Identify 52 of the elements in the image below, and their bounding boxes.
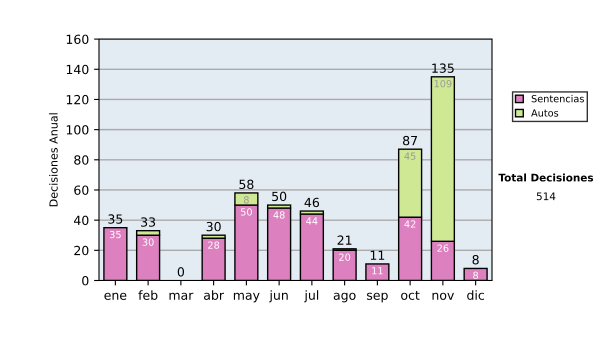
data-label: 11	[372, 267, 383, 274]
legend-label: Sentencias	[532, 94, 584, 102]
x-tick-label: feb	[138, 290, 158, 300]
total-label: 11	[370, 250, 384, 260]
legend-label: Autos	[531, 109, 558, 117]
total-label: 87	[403, 136, 418, 146]
x-tick-label: oct	[401, 290, 420, 300]
data-label: 30	[142, 238, 154, 246]
x-tick-label: jul	[304, 290, 318, 302]
data-label: 26	[437, 244, 448, 252]
data-label: 8	[244, 196, 249, 204]
y-tick-label: 20	[74, 246, 88, 256]
y-tick-label: 60	[74, 185, 88, 195]
data-label: 20	[339, 254, 350, 261]
data-label: 35	[110, 230, 121, 238]
data-label: 109	[434, 80, 452, 88]
x-tick-label: ago	[334, 292, 356, 302]
data-label: 28	[208, 241, 220, 249]
total-label: 58	[239, 180, 254, 190]
data-label: 44	[306, 217, 318, 225]
total-label: 35	[108, 214, 122, 224]
total-label: 33	[141, 217, 156, 227]
x-tick-label: jun	[269, 290, 288, 302]
data-label: 42	[404, 220, 416, 228]
x-tick-label: dic	[467, 290, 484, 300]
y-axis-title: Decisiones Anual	[49, 113, 58, 206]
text: 514	[536, 192, 556, 200]
y-tick-label: 0	[82, 276, 88, 286]
y-tick-label: 100	[66, 125, 88, 135]
x-tick-label: nov	[432, 292, 454, 300]
y-tick-label: 120	[66, 94, 88, 104]
total-label: 8	[472, 255, 479, 264]
x-tick-label: ene	[104, 292, 126, 300]
total-label: 30	[206, 222, 221, 232]
data-label: 45	[404, 152, 416, 160]
total-label: 135	[432, 63, 454, 73]
x-tick-label: mar	[170, 292, 194, 300]
total-label: 21	[338, 235, 352, 245]
text: Total Decisiones	[498, 173, 594, 182]
x-tick-label: sep	[366, 292, 388, 302]
total-label: 46	[304, 198, 320, 208]
y-tick-label: 140	[66, 64, 88, 74]
total-label: 0	[178, 267, 184, 277]
y-tick-label: 160	[66, 34, 88, 44]
x-tick-label: abr	[204, 290, 224, 300]
data-label: 8	[473, 272, 478, 279]
total-label: 50	[272, 192, 286, 202]
data-label: 48	[273, 211, 285, 219]
y-tick-label: 40	[74, 216, 88, 226]
y-tick-label: 80	[74, 155, 88, 165]
data-label: 50	[240, 208, 252, 216]
x-tick-label: may	[234, 292, 260, 302]
